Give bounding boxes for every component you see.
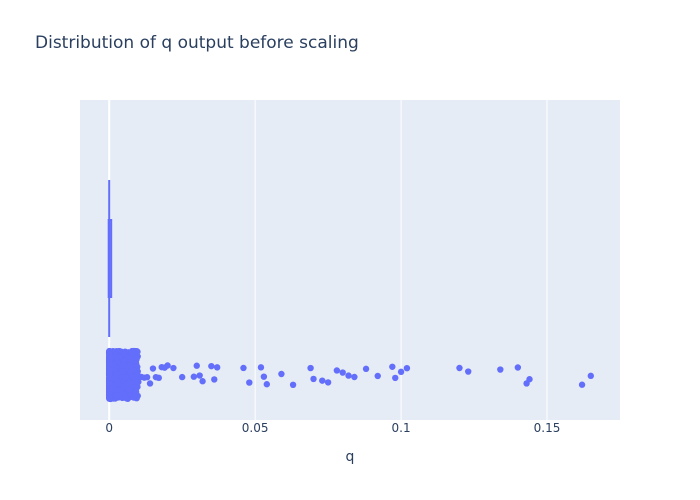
data-point (193, 362, 200, 369)
data-point (112, 386, 119, 393)
data-point (123, 395, 130, 402)
data-point (178, 373, 186, 381)
data-point (345, 372, 352, 379)
box-trace[interactable] (107, 180, 113, 337)
data-point (278, 370, 285, 378)
data-point (130, 347, 137, 355)
data-point (155, 374, 163, 382)
data-point (143, 374, 151, 381)
data-point (246, 379, 253, 386)
data-point (339, 369, 346, 376)
point-cloud[interactable] (105, 347, 595, 403)
data-point (138, 373, 145, 381)
data-point (134, 383, 141, 391)
data-point (196, 372, 203, 379)
data-point (289, 381, 297, 388)
data-point (208, 362, 215, 370)
data-point (587, 372, 595, 380)
data-point (403, 364, 411, 372)
data-point (374, 372, 381, 380)
data-point (110, 361, 117, 368)
data-point (213, 364, 221, 371)
x-tick-label: 0.1 (392, 421, 411, 435)
data-point (578, 381, 586, 388)
data-point (106, 368, 113, 376)
data-point (240, 364, 247, 372)
data-point (389, 363, 396, 370)
data-point (319, 377, 326, 384)
data-point (113, 354, 120, 361)
chart-title: Distribution of q output before scaling (35, 33, 359, 53)
data-point (497, 366, 504, 373)
data-point (257, 364, 265, 371)
data-point (149, 365, 157, 372)
data-point (324, 379, 332, 386)
plot-background (80, 100, 620, 420)
data-point (526, 376, 533, 383)
data-point (190, 373, 198, 380)
data-point (397, 368, 405, 376)
data-point (106, 379, 113, 387)
data-point (333, 367, 341, 374)
data-point (456, 364, 463, 372)
x-tick-label: 0.15 (534, 421, 561, 435)
data-point (170, 364, 177, 372)
data-point (122, 374, 129, 381)
data-point (134, 392, 141, 400)
x-tick-label: 0.05 (242, 421, 269, 435)
data-point (121, 357, 128, 364)
data-point (161, 364, 168, 371)
data-point (125, 386, 133, 393)
data-point (135, 378, 142, 386)
data-point (310, 375, 317, 383)
data-point (120, 362, 128, 369)
data-point (307, 364, 314, 372)
data-point (113, 371, 121, 378)
x-axis-title: q (346, 449, 355, 465)
data-point (146, 380, 154, 387)
x-tick-label: 0 (105, 421, 113, 435)
data-point (199, 378, 206, 385)
data-point (351, 373, 358, 381)
x-tick-labels: 0 0.05 0.1 0.15 (105, 421, 560, 435)
data-point (106, 395, 113, 402)
data-point (114, 380, 122, 387)
data-point (117, 387, 124, 394)
data-point (211, 376, 218, 383)
data-point (392, 374, 399, 382)
data-point (132, 355, 140, 362)
data-point (514, 364, 522, 371)
data-point (128, 381, 136, 388)
data-point (465, 368, 472, 375)
data-point (362, 365, 370, 373)
data-point (263, 381, 271, 388)
data-point (260, 373, 268, 380)
